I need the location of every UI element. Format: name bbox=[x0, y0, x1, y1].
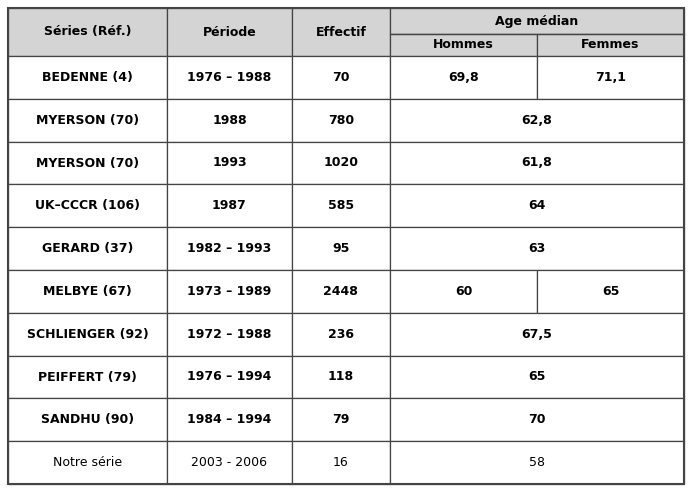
Bar bbox=[390, 8, 684, 34]
Text: 64: 64 bbox=[528, 199, 546, 213]
Text: 95: 95 bbox=[332, 242, 349, 255]
Text: 70: 70 bbox=[528, 413, 546, 426]
Bar bbox=[167, 56, 292, 99]
Bar bbox=[167, 441, 292, 484]
Bar bbox=[292, 99, 390, 142]
Bar bbox=[537, 56, 684, 99]
Bar bbox=[167, 356, 292, 399]
Bar bbox=[167, 8, 292, 56]
Text: 780: 780 bbox=[328, 114, 354, 127]
Bar bbox=[537, 34, 684, 56]
Bar bbox=[390, 184, 684, 227]
Bar bbox=[292, 270, 390, 313]
Text: Période: Période bbox=[203, 26, 256, 38]
Text: 65: 65 bbox=[528, 370, 546, 383]
Bar bbox=[8, 356, 167, 399]
Text: MELBYE (67): MELBYE (67) bbox=[43, 285, 131, 298]
Bar bbox=[8, 227, 167, 270]
Bar bbox=[390, 99, 684, 142]
Bar bbox=[292, 56, 390, 99]
Text: 67,5: 67,5 bbox=[522, 328, 552, 340]
Text: 1020: 1020 bbox=[323, 156, 358, 170]
Bar bbox=[8, 142, 167, 184]
Bar bbox=[390, 270, 537, 313]
Text: 2003 - 2006: 2003 - 2006 bbox=[192, 456, 267, 469]
Text: Effectif: Effectif bbox=[316, 26, 366, 38]
Text: 58: 58 bbox=[529, 456, 545, 469]
Text: 70: 70 bbox=[332, 71, 349, 84]
Bar bbox=[292, 313, 390, 356]
Text: SCHLIENGER (92): SCHLIENGER (92) bbox=[26, 328, 148, 340]
Bar bbox=[8, 56, 167, 99]
Text: 1982 – 1993: 1982 – 1993 bbox=[188, 242, 271, 255]
Text: 1972 – 1988: 1972 – 1988 bbox=[188, 328, 271, 340]
Bar bbox=[292, 399, 390, 441]
Bar bbox=[8, 184, 167, 227]
Text: 1976 – 1994: 1976 – 1994 bbox=[188, 370, 271, 383]
Text: 585: 585 bbox=[328, 199, 354, 213]
Text: 71,1: 71,1 bbox=[595, 71, 626, 84]
Text: 118: 118 bbox=[328, 370, 354, 383]
Bar bbox=[537, 270, 684, 313]
Bar bbox=[292, 227, 390, 270]
Text: MYERSON (70): MYERSON (70) bbox=[36, 156, 139, 170]
Bar bbox=[292, 8, 390, 56]
Text: UK–CCCR (106): UK–CCCR (106) bbox=[35, 199, 140, 213]
Bar bbox=[167, 99, 292, 142]
Text: 1984 – 1994: 1984 – 1994 bbox=[188, 413, 271, 426]
Text: 1976 – 1988: 1976 – 1988 bbox=[188, 71, 271, 84]
Bar bbox=[292, 184, 390, 227]
Bar bbox=[167, 227, 292, 270]
Bar bbox=[390, 227, 684, 270]
Bar bbox=[8, 8, 167, 56]
Bar bbox=[8, 441, 167, 484]
Bar bbox=[167, 142, 292, 184]
Bar bbox=[390, 356, 684, 399]
Bar bbox=[8, 270, 167, 313]
Bar bbox=[167, 399, 292, 441]
Text: SANDHU (90): SANDHU (90) bbox=[41, 413, 134, 426]
Text: 61,8: 61,8 bbox=[522, 156, 552, 170]
Text: PEIFFERT (79): PEIFFERT (79) bbox=[38, 370, 137, 383]
Text: 1973 – 1989: 1973 – 1989 bbox=[188, 285, 271, 298]
Bar bbox=[8, 313, 167, 356]
Text: 79: 79 bbox=[332, 413, 349, 426]
Text: 1987: 1987 bbox=[212, 199, 247, 213]
Bar bbox=[8, 399, 167, 441]
Bar bbox=[390, 441, 684, 484]
Text: 16: 16 bbox=[333, 456, 349, 469]
Text: 63: 63 bbox=[529, 242, 545, 255]
Bar bbox=[292, 441, 390, 484]
Bar bbox=[167, 184, 292, 227]
Text: 69,8: 69,8 bbox=[448, 71, 479, 84]
Text: MYERSON (70): MYERSON (70) bbox=[36, 114, 139, 127]
Bar bbox=[167, 270, 292, 313]
Text: 1988: 1988 bbox=[212, 114, 247, 127]
Text: 2448: 2448 bbox=[323, 285, 358, 298]
Bar bbox=[390, 56, 537, 99]
Text: 1993: 1993 bbox=[212, 156, 247, 170]
Bar bbox=[292, 356, 390, 399]
Text: Hommes: Hommes bbox=[433, 38, 494, 52]
Text: Femmes: Femmes bbox=[581, 38, 639, 52]
Bar bbox=[390, 142, 684, 184]
Text: BEDENNE (4): BEDENNE (4) bbox=[42, 71, 133, 84]
Bar bbox=[167, 313, 292, 356]
Text: 60: 60 bbox=[455, 285, 472, 298]
Text: Notre série: Notre série bbox=[53, 456, 122, 469]
Text: GERARD (37): GERARD (37) bbox=[42, 242, 133, 255]
Text: 62,8: 62,8 bbox=[522, 114, 552, 127]
Text: Séries (Réf.): Séries (Réf.) bbox=[44, 26, 131, 38]
Text: 65: 65 bbox=[602, 285, 619, 298]
Bar bbox=[8, 99, 167, 142]
Bar bbox=[390, 399, 684, 441]
Text: 236: 236 bbox=[328, 328, 354, 340]
Text: Age médian: Age médian bbox=[495, 14, 579, 28]
Bar bbox=[390, 34, 537, 56]
Bar bbox=[390, 313, 684, 356]
Bar bbox=[292, 142, 390, 184]
